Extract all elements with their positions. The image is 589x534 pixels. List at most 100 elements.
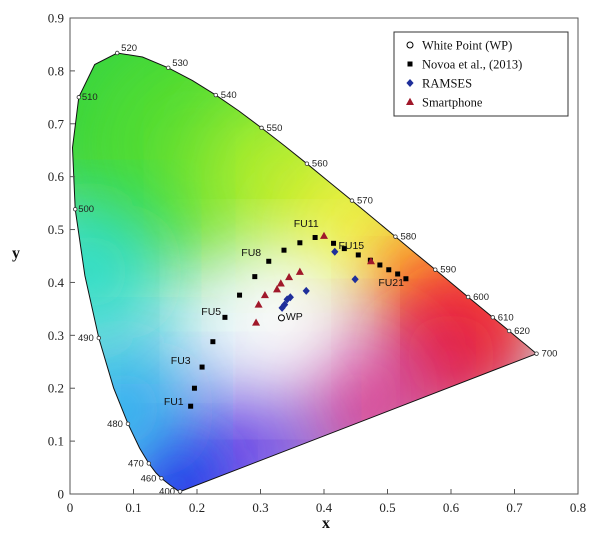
novoa-et-al-2013-point	[297, 240, 303, 246]
wavelength-label: 610	[498, 312, 514, 323]
wavelength-marker	[96, 335, 102, 341]
y-tick-label: 0	[58, 487, 65, 502]
x-tick-label: 0	[67, 500, 74, 515]
wavelength-label: 510	[82, 92, 98, 103]
wavelength-label: 490	[78, 333, 94, 344]
legend-marker	[406, 41, 414, 49]
annotation-fu3: FU3	[171, 355, 191, 367]
novoa-et-al-2013-point	[222, 314, 228, 320]
legend-marker	[406, 79, 414, 87]
wavelength-label: 400	[159, 486, 175, 497]
legend-marker	[407, 61, 413, 67]
smartphone-point	[366, 257, 375, 265]
novoa-et-al-2013-point	[252, 274, 258, 280]
y-tick-label: 0.1	[48, 434, 64, 449]
wavelength-marker	[433, 267, 438, 272]
wavelength-label: 580	[400, 232, 416, 243]
x-tick-label: 0.3	[252, 500, 268, 515]
ramses-point	[351, 275, 359, 284]
data-markers	[188, 231, 409, 409]
wavelength-label: 590	[440, 265, 456, 276]
smartphone-point	[295, 267, 304, 275]
wavelength-marker	[349, 198, 355, 203]
wavelength-marker	[159, 476, 164, 481]
ramses-point	[302, 286, 310, 295]
y-tick-label: 0.7	[48, 116, 65, 131]
annotation-fu21: FU21	[378, 277, 404, 289]
smartphone-point	[252, 318, 261, 326]
ramses-point	[283, 295, 291, 304]
wavelength-marker	[490, 315, 495, 320]
wavelength-marker	[177, 489, 183, 494]
legend-box	[393, 31, 569, 117]
fu-annotations: FU1 FU3 FU5 FU8 FU11 FU15 FU21 WP	[164, 218, 404, 408]
x-tick-label: 0.1	[125, 500, 141, 515]
y-tick-label: 0.4	[48, 275, 65, 290]
annotation-wp: WP	[286, 311, 303, 323]
smartphone-point	[276, 279, 285, 287]
wavelength-marker	[393, 234, 398, 239]
ramses-point	[286, 293, 294, 302]
y-tick-label: 0.5	[48, 222, 64, 237]
wavelength-marker	[114, 50, 120, 56]
y-tick-label: 0.2	[48, 381, 64, 396]
y-tick-label: 0.6	[48, 169, 65, 184]
wavelength-label: 560	[312, 159, 328, 170]
novoa-et-al-2013-point	[395, 271, 401, 277]
novoa-et-al-2013-point	[377, 262, 383, 268]
wavelength-marker	[76, 95, 82, 100]
wavelength-marker	[166, 65, 171, 70]
smartphone-point	[254, 300, 263, 308]
novoa-et-al-2013-point	[312, 234, 318, 240]
annotation-fu11: FU11	[294, 218, 319, 230]
y-tick-label: 0.3	[48, 328, 64, 343]
novoa-et-al-2013-point	[331, 240, 337, 246]
ramses-point	[281, 300, 289, 309]
novoa-et-al-2013-point	[191, 385, 197, 391]
annotation-fu15: FU15	[338, 240, 364, 252]
novoa-et-al-2013-point	[237, 292, 243, 298]
wavelength-label: 470	[128, 458, 144, 469]
smartphone-point	[320, 231, 328, 239]
annotation-fu5: FU5	[201, 306, 221, 318]
ramses-point	[331, 247, 339, 256]
legend-label: White Point (WP)	[422, 39, 512, 53]
wavelength-label: 500	[78, 204, 94, 215]
wavelength-marker	[146, 461, 152, 466]
smartphone-point	[273, 285, 282, 293]
wavelength-marker	[125, 421, 131, 427]
wavelength-label: 520	[121, 43, 137, 54]
y-tick-label: 0.9	[48, 11, 64, 26]
wavelength-marker	[213, 92, 218, 98]
annotation-fu1: FU1	[164, 396, 184, 408]
x-tick-label: 0.4	[316, 500, 333, 515]
wavelength-marker	[73, 207, 78, 212]
novoa-et-al-2013-point	[188, 403, 194, 409]
novoa-et-al-2013-point	[341, 246, 347, 252]
novoa-et-al-2013-point	[199, 364, 205, 370]
x-tick-label: 0.5	[379, 500, 395, 515]
x-tick-label: 0.8	[570, 500, 586, 515]
wavelength-label: 550	[267, 123, 283, 134]
smartphone-point	[260, 290, 269, 299]
wavelength-marker	[304, 161, 310, 166]
wavelength-label: 530	[172, 58, 188, 69]
x-axis-label: x	[322, 515, 330, 532]
annotation-fu8: FU8	[241, 247, 261, 259]
x-axis-ticks: 0 0.1 0.2 0.3 0.4 0.5 0.6 0.7 0.8	[67, 489, 586, 515]
novoa-et-al-2013-point	[386, 267, 392, 273]
novoa-et-al-2013-point	[281, 247, 287, 253]
smartphone-point	[285, 272, 294, 281]
wavelength-marker	[259, 125, 264, 131]
x-tick-label: 0.7	[506, 500, 523, 515]
novoa-et-al-2013-point	[266, 258, 272, 264]
x-tick-label: 0.2	[189, 500, 205, 515]
y-tick-label: 0.8	[48, 63, 64, 78]
wavelength-marker	[506, 328, 512, 334]
wavelength-label: 570	[357, 196, 373, 207]
wavelength-label: 480	[107, 419, 123, 430]
wavelength-marker	[534, 351, 539, 356]
spectral-locus-outline	[71, 52, 538, 493]
